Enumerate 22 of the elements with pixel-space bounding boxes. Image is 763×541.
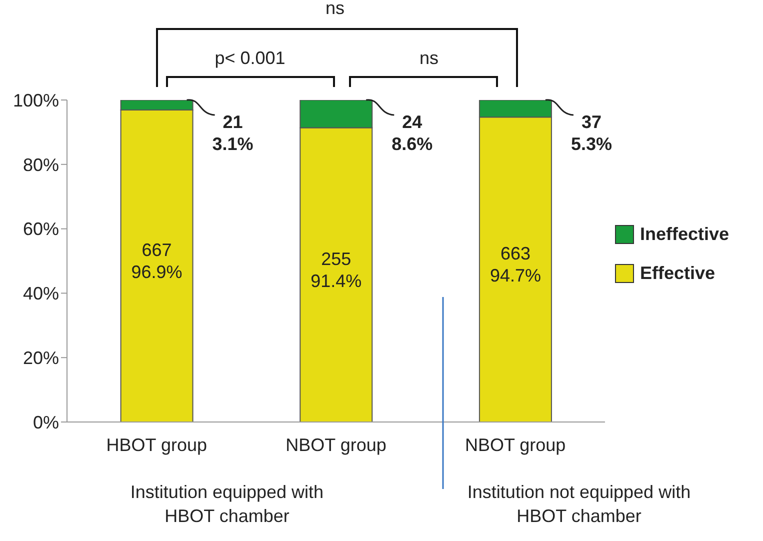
legend-label: Ineffective bbox=[640, 224, 730, 244]
y-tick-label: 20% bbox=[22, 348, 59, 368]
data-label: 21 3.1% bbox=[212, 112, 254, 154]
data-label: 667 96.9% bbox=[131, 240, 182, 282]
text: ns bbox=[324, 0, 346, 19]
text: ns bbox=[418, 48, 440, 69]
x-tick-label: HBOT group bbox=[106, 434, 208, 455]
x-tick-label: NBOT group bbox=[286, 434, 386, 455]
legend-label: Effective bbox=[640, 262, 716, 284]
data-label: 663 94.7% bbox=[490, 244, 541, 286]
text: Institution equipped with HBOT chamber bbox=[129, 481, 325, 528]
y-tick-label: 100% bbox=[12, 90, 59, 110]
x-tick-label: NBOT group bbox=[464, 434, 566, 455]
data-label: 37 5.3% bbox=[570, 112, 612, 154]
data-label: 255 91.4% bbox=[310, 248, 362, 291]
y-tick-label: 0% bbox=[32, 412, 59, 432]
data-label: 24 8.6% bbox=[392, 112, 433, 154]
y-tick-label: 60% bbox=[22, 219, 59, 240]
y-tick-label: 80% bbox=[22, 154, 59, 175]
text: Institution not equipped with HBOT chamber bbox=[466, 481, 692, 528]
y-tick-label: 40% bbox=[22, 284, 59, 304]
text: p< 0.001 bbox=[214, 48, 286, 69]
